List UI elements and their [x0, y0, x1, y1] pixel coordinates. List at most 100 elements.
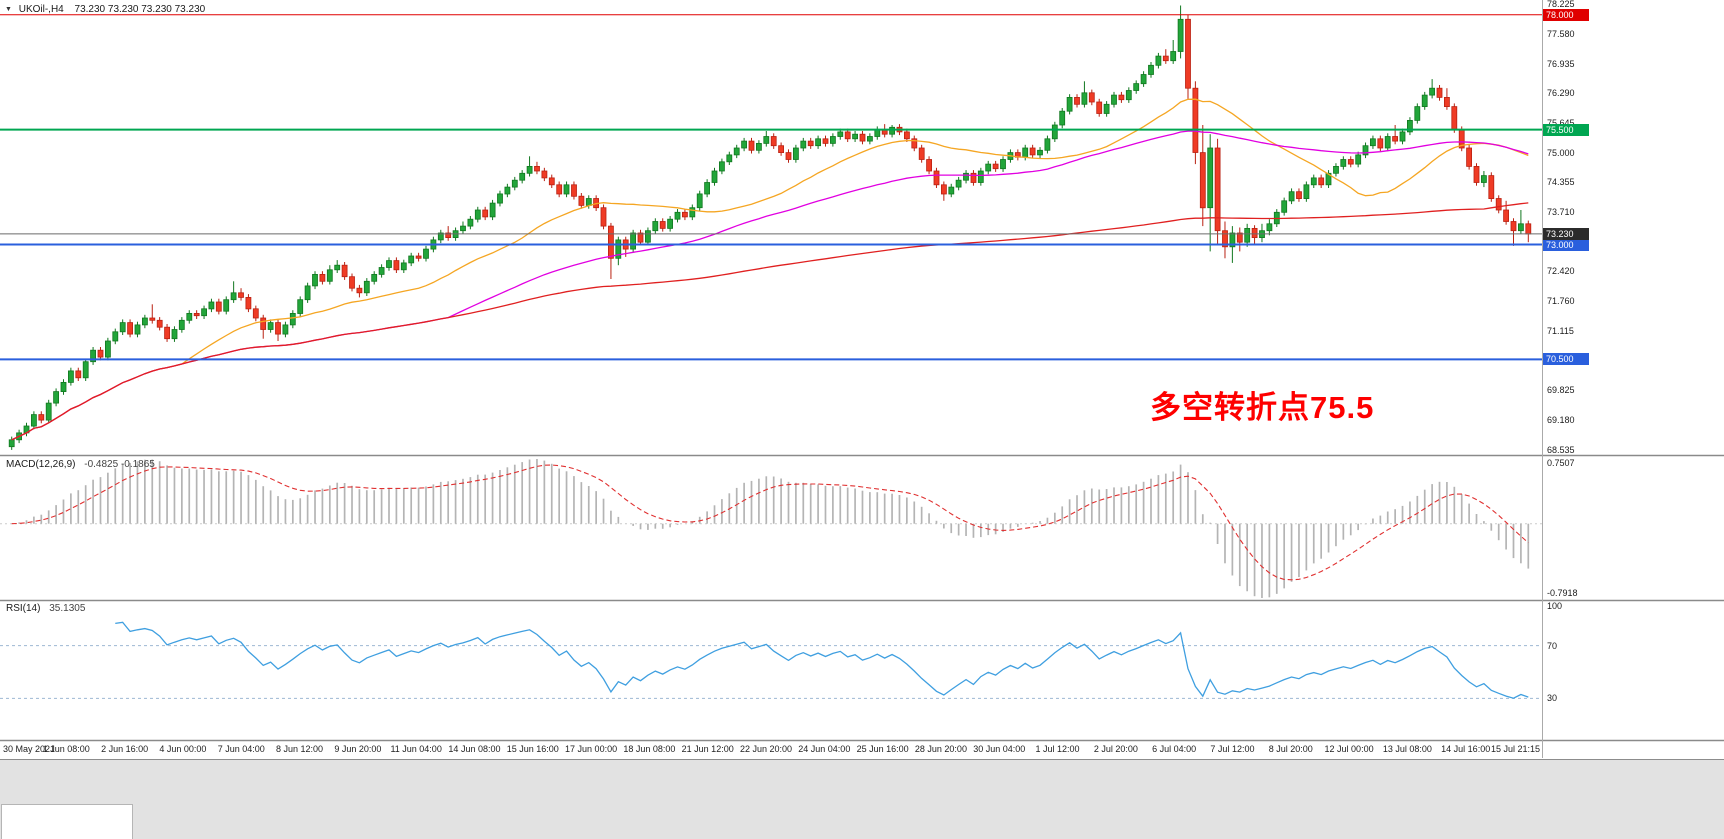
- candle-down: [38, 414, 45, 421]
- candle-up: [171, 329, 178, 340]
- candle-up: [563, 184, 570, 195]
- candle-down: [1236, 232, 1243, 243]
- candle-down: [682, 211, 688, 218]
- candle-down: [1495, 198, 1502, 211]
- macd-signal-line: [11, 464, 1529, 581]
- candle-down: [659, 221, 666, 229]
- candle-down: [1096, 101, 1103, 114]
- candle-up: [815, 138, 821, 147]
- candle-up: [852, 133, 858, 140]
- candle-up: [1414, 106, 1421, 121]
- candle-down: [1029, 147, 1036, 156]
- candle-up: [1362, 145, 1369, 156]
- candle-up: [874, 129, 881, 137]
- candle-up: [830, 136, 836, 144]
- candle-up: [526, 165, 533, 174]
- candle-up: [1303, 184, 1310, 200]
- candle-down: [844, 131, 851, 140]
- candle-up: [1207, 147, 1214, 209]
- candle-up: [1125, 90, 1132, 101]
- candle-down: [992, 163, 999, 170]
- candle-up: [511, 179, 518, 188]
- candle-up: [504, 186, 511, 195]
- candle-down: [941, 184, 947, 195]
- candle-down: [748, 140, 755, 151]
- candle-up: [1244, 227, 1251, 243]
- candle-up: [1155, 55, 1162, 66]
- rsi-indicator-label: RSI(14) 35.1305: [6, 603, 85, 614]
- candle-up: [30, 414, 37, 427]
- candle-down: [1377, 138, 1384, 149]
- candle-up: [186, 312, 193, 321]
- candle-up: [112, 331, 119, 342]
- candle-up: [763, 136, 770, 144]
- candle-up: [667, 218, 673, 229]
- chart-canvas[interactable]: [0, 0, 1724, 758]
- rsi-value: 35.1305: [49, 603, 86, 614]
- candle-up: [756, 142, 762, 151]
- candle-down: [1214, 147, 1221, 232]
- candle-down: [1347, 159, 1354, 165]
- candle-up: [1170, 51, 1177, 62]
- candle-down: [1185, 18, 1191, 89]
- candle-down: [1296, 191, 1302, 199]
- candle-up: [400, 262, 407, 271]
- ohlc-quotes: 73.230 73.230 73.230 73.230: [74, 4, 206, 15]
- candle-up: [45, 402, 52, 421]
- candle-up: [800, 140, 807, 149]
- candle-up: [8, 439, 15, 448]
- candle-down: [1510, 221, 1517, 232]
- candle-up: [1325, 172, 1332, 186]
- collapse-triangle-icon[interactable]: ▼: [5, 6, 12, 13]
- candle-down: [785, 152, 792, 160]
- candle-down: [600, 207, 607, 227]
- candle-down: [637, 232, 644, 243]
- candle-up: [1066, 97, 1073, 112]
- candle-up: [1044, 138, 1051, 151]
- candle-up: [68, 370, 74, 383]
- candle-down: [445, 232, 452, 238]
- candle-up: [1177, 18, 1184, 52]
- candle-up: [948, 186, 955, 195]
- candle-up: [652, 221, 659, 232]
- candle-up: [1310, 177, 1317, 186]
- candle-down: [1466, 147, 1472, 167]
- candle-up: [719, 161, 725, 172]
- candle-up: [378, 267, 385, 275]
- candle-down: [127, 322, 133, 335]
- candle-down: [534, 165, 540, 172]
- candle-down: [1451, 106, 1458, 130]
- candle-up: [674, 211, 681, 220]
- candle-up: [1059, 110, 1066, 126]
- candle-up: [1229, 232, 1236, 248]
- candle-up: [1111, 94, 1117, 105]
- candle-up: [1370, 138, 1376, 147]
- candle-up: [955, 179, 962, 188]
- candle-up: [282, 324, 289, 335]
- candle-up: [208, 301, 215, 310]
- candle-up: [141, 317, 148, 326]
- candle-down: [156, 319, 163, 328]
- candle-up: [711, 170, 718, 183]
- chart-annotation-text: 多空转折点75.5: [1150, 390, 1375, 425]
- candle-up: [53, 391, 59, 404]
- candle-down: [541, 170, 548, 179]
- candle-up: [105, 340, 111, 358]
- candle-down: [97, 349, 104, 358]
- candle-up: [460, 225, 466, 232]
- candle-up: [289, 312, 296, 326]
- candle-up: [304, 285, 311, 301]
- candle-up: [696, 193, 703, 209]
- candle-up: [1384, 136, 1391, 149]
- candle-down: [778, 145, 784, 153]
- candle-up: [519, 172, 526, 181]
- candle-up: [371, 273, 378, 282]
- candle-up: [977, 170, 984, 183]
- candle-down: [578, 195, 585, 206]
- candle-down: [1525, 223, 1532, 235]
- candle-up: [1399, 131, 1406, 142]
- candle-down: [608, 225, 614, 259]
- candle-up: [837, 131, 844, 137]
- candle-up: [726, 154, 733, 163]
